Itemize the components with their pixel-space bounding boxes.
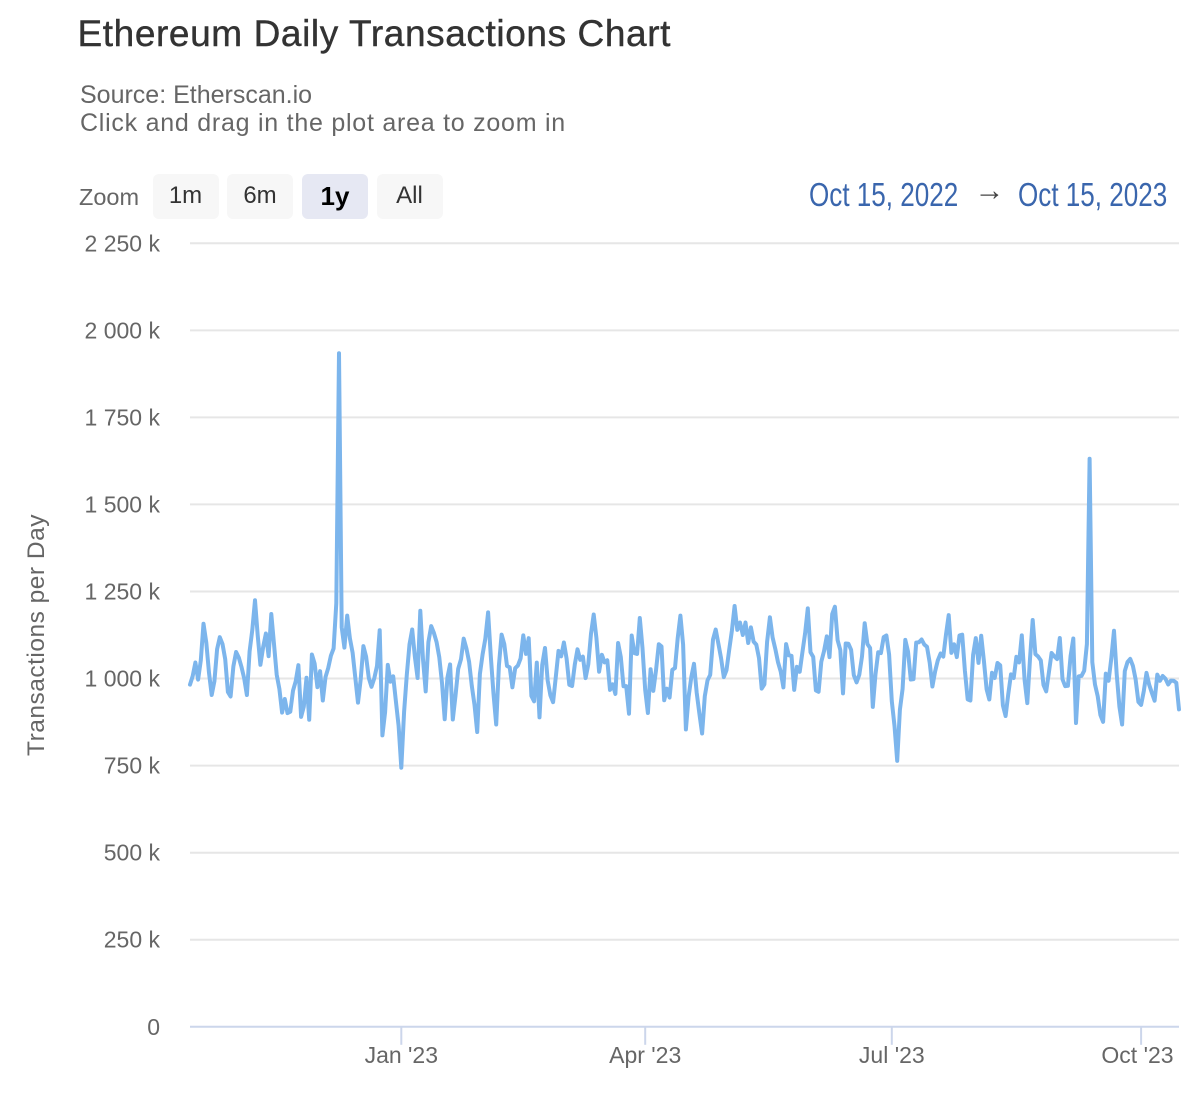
svg-text:1 750 k: 1 750 k: [85, 404, 161, 430]
svg-text:2 250 k: 2 250 k: [85, 230, 161, 256]
svg-text:250 k: 250 k: [104, 927, 161, 953]
svg-text:1 250 k: 1 250 k: [85, 579, 161, 605]
svg-text:Apr '23: Apr '23: [609, 1042, 681, 1068]
svg-text:Transactions per Day: Transactions per Day: [23, 514, 50, 756]
svg-text:2 000 k: 2 000 k: [85, 317, 161, 343]
svg-text:Jul '23: Jul '23: [859, 1042, 925, 1068]
svg-text:500 k: 500 k: [104, 840, 161, 866]
svg-text:0: 0: [147, 1014, 160, 1040]
svg-text:1 000 k: 1 000 k: [85, 666, 161, 692]
svg-text:Jan '23: Jan '23: [365, 1042, 438, 1068]
svg-text:Oct '23: Oct '23: [1101, 1042, 1173, 1068]
svg-text:750 k: 750 k: [104, 753, 161, 779]
svg-text:1 500 k: 1 500 k: [85, 492, 161, 518]
